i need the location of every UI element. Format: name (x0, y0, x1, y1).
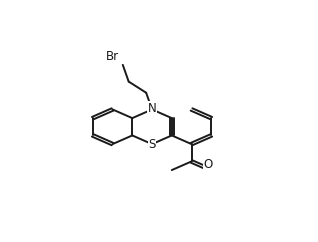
Text: Br: Br (106, 50, 119, 63)
Text: N: N (148, 102, 156, 115)
Text: S: S (149, 138, 156, 151)
Text: O: O (204, 158, 213, 171)
